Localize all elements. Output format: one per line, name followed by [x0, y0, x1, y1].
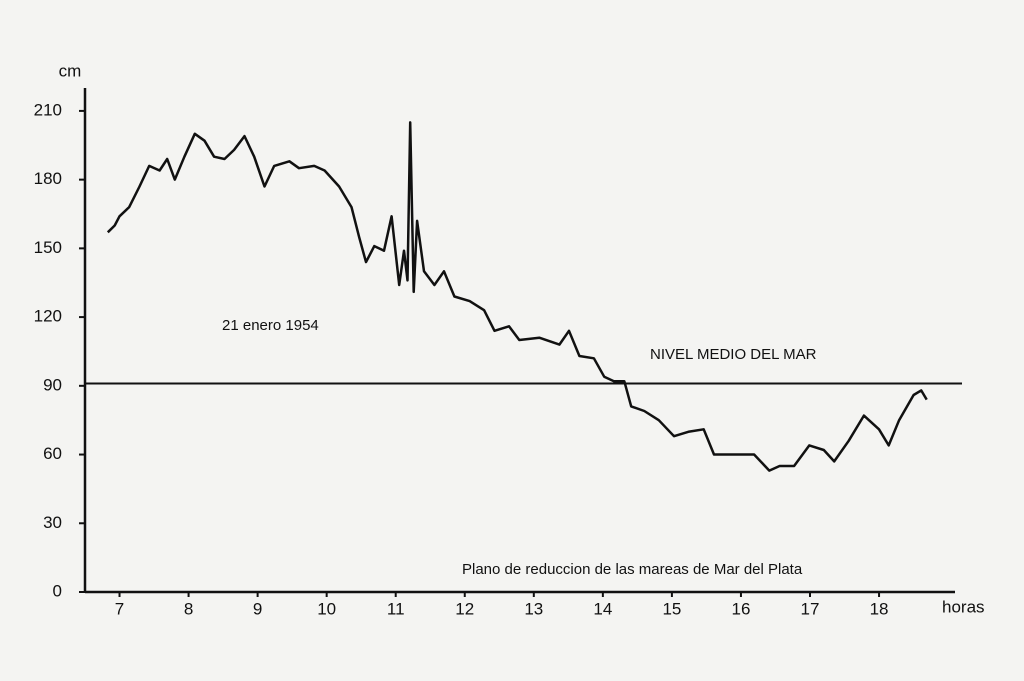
x-tick-label: 15: [662, 599, 681, 618]
mean-level-annotation: NIVEL MEDIO DEL MAR: [650, 346, 817, 363]
y-tick-label: 30: [43, 513, 62, 532]
y-tick-label: 210: [34, 100, 62, 119]
x-tick-label: 7: [115, 599, 124, 618]
y-tick-label: 180: [34, 169, 62, 188]
x-tick-label: 9: [253, 599, 262, 618]
y-tick-label: 0: [53, 581, 62, 600]
x-tick-label: 17: [801, 599, 820, 618]
x-tick-label: 11: [387, 599, 405, 618]
date-annotation: 21 enero 1954: [222, 317, 319, 334]
y-tick-label: 90: [43, 375, 62, 394]
y-tick-label: 120: [34, 307, 62, 326]
x-tick-label: 16: [731, 599, 750, 618]
x-axis-label: horas: [942, 597, 985, 616]
y-tick-label: 60: [43, 444, 62, 463]
datum-annotation: Plano de reduccion de las mareas de Mar …: [462, 561, 803, 578]
x-tick-label: 8: [184, 599, 193, 618]
x-tick-label: 13: [524, 599, 543, 618]
y-axis-label: cm: [59, 61, 82, 80]
x-tick-label: 14: [593, 599, 612, 618]
x-tick-label: 18: [870, 599, 889, 618]
tide-line: [106, 121, 928, 472]
x-tick-label: 12: [455, 599, 474, 618]
y-tick-label: 150: [34, 238, 62, 257]
x-tick-label: 10: [317, 599, 336, 618]
